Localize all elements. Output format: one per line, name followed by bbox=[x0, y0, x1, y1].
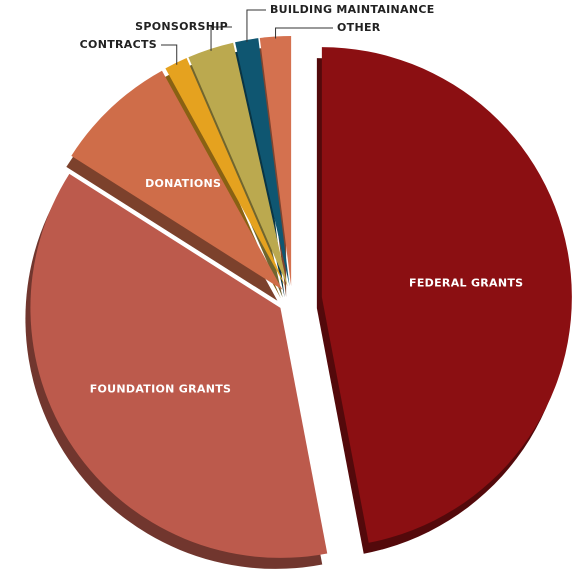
slice-layer bbox=[30, 36, 572, 558]
slice-label: FEDERAL GRANTS bbox=[409, 277, 523, 290]
pie-slice bbox=[321, 47, 572, 543]
slice-label: OTHER bbox=[337, 21, 381, 34]
pie-slice bbox=[235, 38, 290, 287]
slice-label: DONATIONS bbox=[145, 177, 221, 190]
pie-slice bbox=[71, 70, 283, 290]
slice-label: FOUNDATION GRANTS bbox=[90, 382, 232, 395]
pie-slice bbox=[259, 36, 292, 287]
slice-label: SPONSORSHIP bbox=[135, 20, 228, 33]
leader-line bbox=[161, 44, 178, 65]
pie-slice bbox=[165, 57, 286, 288]
pie-slice bbox=[30, 173, 328, 558]
leader-line bbox=[210, 26, 232, 51]
label-layer: FEDERAL GRANTS FOUNDATION GRANTS DONATIONS… bbox=[80, 3, 523, 395]
pie-slice bbox=[188, 42, 288, 287]
slice-label: BUILDING MAINTAINANCE bbox=[270, 3, 435, 16]
leader-line bbox=[275, 27, 333, 39]
slice-label: CONTRACTS bbox=[80, 38, 157, 51]
leader-line bbox=[246, 9, 266, 42]
